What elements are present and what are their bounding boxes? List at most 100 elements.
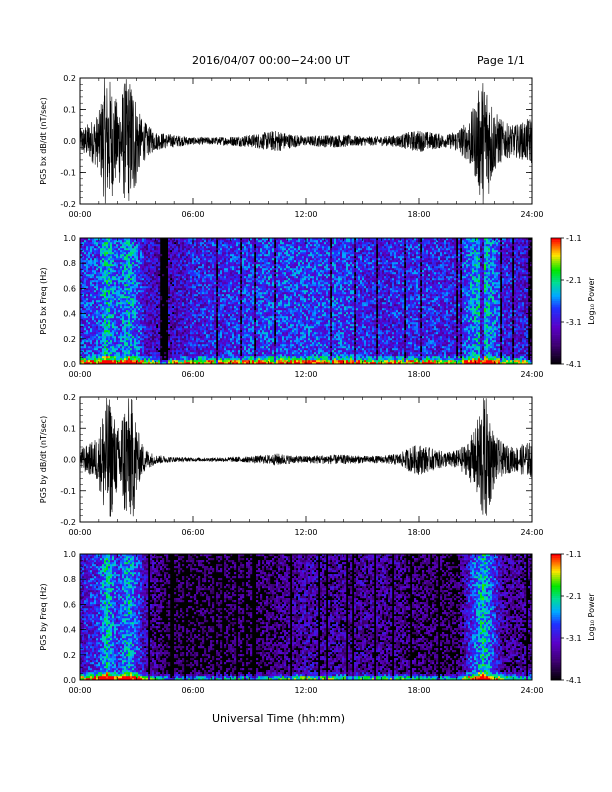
bx-spectrogram-cell (146, 344, 149, 347)
bx-spectrogram-cell (236, 264, 239, 267)
bx-spectrogram-cell (138, 358, 141, 361)
bx-spectrogram-cell (94, 250, 97, 253)
bx-spectrogram-cell (152, 308, 155, 311)
bx-spectrogram-cell (172, 292, 175, 295)
bx-spectrogram-cell (154, 324, 157, 327)
bx-spectrogram-cell (92, 256, 95, 259)
bx-spectrogram-cell (120, 240, 123, 243)
bx-spectrogram-cell (240, 262, 243, 265)
bx-spectrogram-cell (202, 322, 205, 325)
bx-spectrogram-cell (90, 328, 93, 331)
bx-spectrogram-cell (224, 316, 227, 319)
bx-spectrogram-cell (116, 260, 119, 263)
bx-spectrogram-cell (134, 350, 137, 353)
bx-spectrogram-cell (178, 268, 181, 271)
bx-spectrogram-cell (210, 362, 213, 365)
bx-spectrogram-cell (80, 360, 83, 363)
bx-spectrogram-cell (152, 360, 155, 363)
bx-spectrogram-cell (220, 298, 223, 301)
bx-spectrogram-cell (82, 302, 85, 305)
bx-spectrogram-cell (150, 250, 153, 253)
bx-spectrogram-cell (136, 334, 139, 337)
bx-spectrogram-cell (234, 312, 237, 315)
bx-spectrogram-cell (180, 272, 183, 275)
bx-spectrogram-cell (206, 290, 209, 293)
bx-spectrogram-cell (172, 314, 175, 317)
bx-spectrogram-cell (154, 262, 157, 265)
bx-spectrogram-cell (100, 268, 103, 271)
bx-spectrogram-cell (158, 284, 161, 287)
bx-spectrogram-cell (170, 300, 173, 303)
bx-spectrogram-cell (88, 256, 91, 259)
bx-spectrogram-cell (174, 260, 177, 263)
bx-spectrogram-cell (230, 298, 233, 301)
bx-spectrogram-cell (134, 318, 137, 321)
bx-spectrogram-cell (232, 288, 235, 291)
bx-spectrogram-cell (102, 326, 105, 329)
bx-spectrogram-cell (230, 278, 233, 281)
bx-spectrogram-cell (152, 252, 155, 255)
bx-spectrogram-cell (198, 242, 201, 245)
bx-spectrogram-cell (212, 244, 215, 247)
bx-spectrogram-cell (170, 354, 173, 357)
bx-spectrogram-cell (200, 280, 203, 283)
bx-spectrogram-cell (234, 244, 237, 247)
bx-spectrogram-cell (112, 262, 115, 265)
bx-spectrogram-cell (222, 262, 225, 265)
bx-spectrogram-cell (228, 316, 231, 319)
bx-spectrogram-cell (80, 310, 83, 313)
bx-spectrogram-cell (202, 298, 205, 301)
bx-spectrogram-cell (138, 330, 141, 333)
bx-spectrogram-cell (136, 342, 139, 345)
bx-spectrogram-cell (130, 332, 133, 335)
bx-spectrogram-cell (82, 284, 85, 287)
bx-spectrogram-cell (186, 276, 189, 279)
bx-spectrogram-cell (192, 292, 195, 295)
bx-spectrogram-cell (214, 314, 217, 317)
bx-spectrogram-cell (154, 272, 157, 275)
bx-spectrogram-cell (198, 288, 201, 291)
bx-spectrogram-cell (234, 330, 237, 333)
bx-spectrogram-cell (150, 280, 153, 283)
bx-spectrogram-cell (244, 310, 247, 313)
bx-spectrogram-cell (90, 272, 93, 275)
bx-spectrogram-cell (134, 314, 137, 317)
bx-spectrogram-cell (184, 268, 187, 271)
bx-spectrogram-cell (156, 292, 159, 295)
bx-spectrogram-cell (150, 314, 153, 317)
bx-spectrogram-cell (142, 290, 145, 293)
bx-spectrogram-cell (182, 322, 185, 325)
bx-spectrogram-cell (238, 332, 241, 335)
bx-spectrogram-cell (124, 282, 127, 285)
bx-spectrogram-cell (228, 244, 231, 247)
bx-spectrogram-cell (208, 290, 211, 293)
bx-spectrogram-cell (132, 348, 135, 351)
bx-spectrogram-cell (218, 324, 221, 327)
bx-spectrogram-cell (100, 348, 103, 351)
bx-spectrogram-cell (220, 288, 223, 291)
bx-spectrogram-cell (190, 310, 193, 313)
bx-spectrogram-cell (88, 356, 91, 359)
bx-spectrogram-cell (230, 250, 233, 253)
bx-spectrogram-cell (204, 258, 207, 261)
bx-spectrogram-cell (224, 362, 227, 365)
bx-spectrogram-cell (192, 342, 195, 345)
bx-spectrogram-cell (182, 320, 185, 323)
bx-spectrogram-cell (112, 356, 115, 359)
bx-spectrogram-cell (200, 360, 203, 363)
bx-spectrogram-cell (186, 282, 189, 285)
bx-spectrogram-cell (138, 304, 141, 307)
bx-spectrogram-cell (150, 286, 153, 289)
bx-spectrogram-cell (86, 276, 89, 279)
bx-spectrogram-cell (126, 264, 129, 267)
bx-spectrogram-cell (194, 304, 197, 307)
bx-spectrogram-cell (214, 276, 217, 279)
bx-spectrogram-cell (222, 346, 225, 349)
bx-spectrogram-cell (226, 356, 229, 359)
bx-spectrogram-cell (194, 348, 197, 351)
bx-spectrogram-cell (92, 254, 95, 257)
bx-spectrogram-cell (194, 300, 197, 303)
bx-spectrogram-cell (218, 244, 221, 247)
bx-spectrogram-cell (208, 256, 211, 259)
bx-spectrogram-cell (88, 238, 91, 241)
